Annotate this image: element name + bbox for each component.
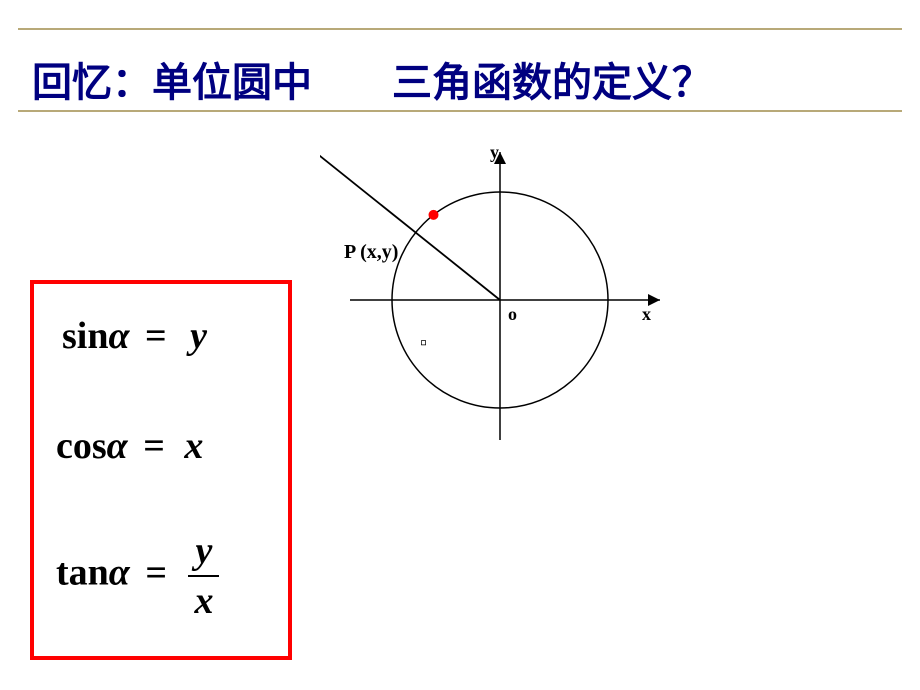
- title-underline: [18, 110, 902, 112]
- unit-circle-diagram: y x o P (x,y): [320, 140, 680, 450]
- tan-arg: α: [109, 552, 130, 594]
- cursor-mark: ▫: [420, 332, 427, 355]
- tan-fn: tan: [56, 552, 109, 594]
- tan-fraction: y x: [188, 529, 219, 623]
- sin-fn: sin: [62, 315, 108, 357]
- x-label: x: [642, 304, 651, 324]
- cos-fn: cos: [56, 425, 107, 467]
- tan-num: y: [188, 529, 219, 575]
- tan-den: x: [188, 575, 219, 623]
- formula-box: sinα = y cosα = x tanα = y x: [30, 280, 292, 660]
- point-p: [429, 210, 439, 220]
- top-rule: [18, 28, 902, 30]
- formula-cos: cosα = x: [56, 424, 203, 468]
- sin-arg: α: [108, 315, 129, 357]
- y-label: y: [490, 142, 499, 162]
- cos-eq: =: [143, 425, 165, 467]
- cos-rhs: x: [184, 425, 203, 467]
- origin-label: o: [508, 304, 517, 324]
- angle-ray: [320, 140, 500, 300]
- tan-eq: =: [145, 552, 167, 594]
- sin-rhs: y: [190, 315, 207, 357]
- cos-arg: α: [107, 425, 128, 467]
- formula-tan: tanα = y x: [56, 529, 219, 623]
- page-title: 回忆：单位圆中 三角函数的定义？: [32, 50, 712, 108]
- sin-eq: =: [145, 315, 167, 357]
- formula-sin: sinα = y: [62, 314, 207, 358]
- point-p-label: P (x,y): [344, 241, 398, 263]
